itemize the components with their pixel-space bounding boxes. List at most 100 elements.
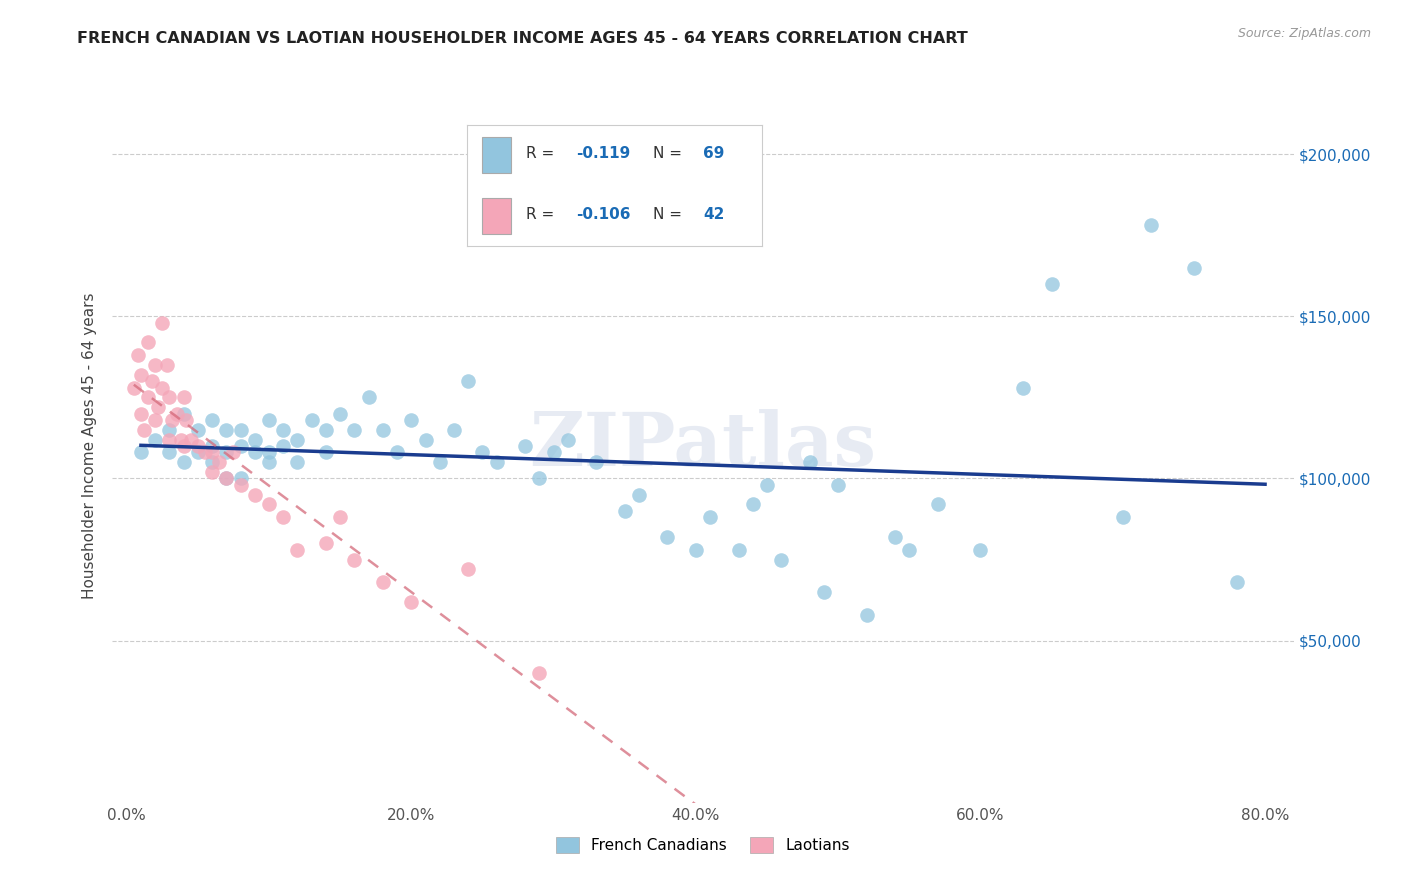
Point [143, 433, 166, 447]
Point [585, 455, 607, 469]
Point [685, 542, 707, 557]
Point [173, 390, 195, 404]
Point [215, 423, 238, 437]
Point [699, 510, 721, 524]
Point [813, 585, 835, 599]
Point [215, 445, 238, 459]
Point [401, 595, 423, 609]
Legend: French Canadians, Laotians: French Canadians, Laotians [550, 831, 856, 859]
Point [243, 445, 266, 459]
Point [257, 455, 280, 469]
Point [799, 455, 821, 469]
Point [150, 316, 173, 330]
Point [229, 423, 252, 437]
Point [129, 445, 152, 459]
Point [271, 510, 294, 524]
Point [143, 358, 166, 372]
Point [357, 390, 380, 404]
Point [827, 478, 849, 492]
Point [141, 374, 163, 388]
Point [150, 381, 173, 395]
Point [215, 471, 238, 485]
Text: ZIPatlas: ZIPatlas [530, 409, 876, 483]
Point [1140, 219, 1163, 233]
Point [471, 445, 494, 459]
Y-axis label: Householder Income Ages 45 - 64 years: Householder Income Ages 45 - 64 years [82, 293, 97, 599]
Point [513, 439, 536, 453]
Point [756, 478, 779, 492]
Point [727, 542, 749, 557]
Point [157, 445, 180, 459]
Point [201, 465, 224, 479]
Point [898, 542, 921, 557]
Point [287, 542, 309, 557]
Point [157, 433, 180, 447]
Point [229, 439, 252, 453]
Point [1040, 277, 1063, 291]
Point [557, 433, 579, 447]
Point [208, 455, 231, 469]
Point [173, 439, 195, 453]
Point [173, 455, 195, 469]
Point [457, 562, 479, 576]
Point [166, 407, 188, 421]
Point [187, 423, 209, 437]
Point [627, 488, 650, 502]
Point [187, 439, 209, 453]
Point [301, 413, 323, 427]
Point [271, 439, 294, 453]
Point [201, 413, 224, 427]
Point [415, 433, 437, 447]
Point [243, 433, 266, 447]
Point [315, 445, 337, 459]
Point [329, 407, 352, 421]
Point [1226, 575, 1249, 590]
Point [170, 433, 193, 447]
Point [257, 413, 280, 427]
Point [129, 407, 152, 421]
Point [329, 510, 352, 524]
Point [201, 439, 224, 453]
Point [315, 423, 337, 437]
Point [429, 455, 451, 469]
Point [657, 530, 679, 544]
Point [143, 413, 166, 427]
Point [215, 471, 238, 485]
Text: FRENCH CANADIAN VS LAOTIAN HOUSEHOLDER INCOME AGES 45 - 64 YEARS CORRELATION CHA: FRENCH CANADIAN VS LAOTIAN HOUSEHOLDER I… [77, 31, 969, 46]
Point [257, 497, 280, 511]
Point [969, 542, 991, 557]
Point [271, 423, 294, 437]
Point [127, 348, 149, 362]
Point [855, 607, 877, 622]
Point [229, 471, 252, 485]
Point [613, 504, 636, 518]
Point [401, 413, 423, 427]
Point [136, 390, 159, 404]
Point [385, 445, 408, 459]
Point [1182, 260, 1205, 275]
Text: Source: ZipAtlas.com: Source: ZipAtlas.com [1237, 27, 1371, 40]
Point [543, 445, 565, 459]
Point [770, 552, 793, 566]
Point [194, 445, 217, 459]
Point [371, 423, 394, 437]
Point [229, 478, 252, 492]
Point [243, 488, 266, 502]
Point [343, 552, 366, 566]
Point [443, 423, 465, 437]
Point [315, 536, 337, 550]
Point [1112, 510, 1135, 524]
Point [485, 455, 508, 469]
Point [136, 335, 159, 350]
Point [457, 374, 479, 388]
Point [201, 455, 224, 469]
Point [287, 433, 309, 447]
Point [371, 575, 394, 590]
Point [1012, 381, 1035, 395]
Point [741, 497, 763, 511]
Point [162, 413, 184, 427]
Point [157, 390, 180, 404]
Point [529, 471, 551, 485]
Point [343, 423, 366, 437]
Point [222, 445, 245, 459]
